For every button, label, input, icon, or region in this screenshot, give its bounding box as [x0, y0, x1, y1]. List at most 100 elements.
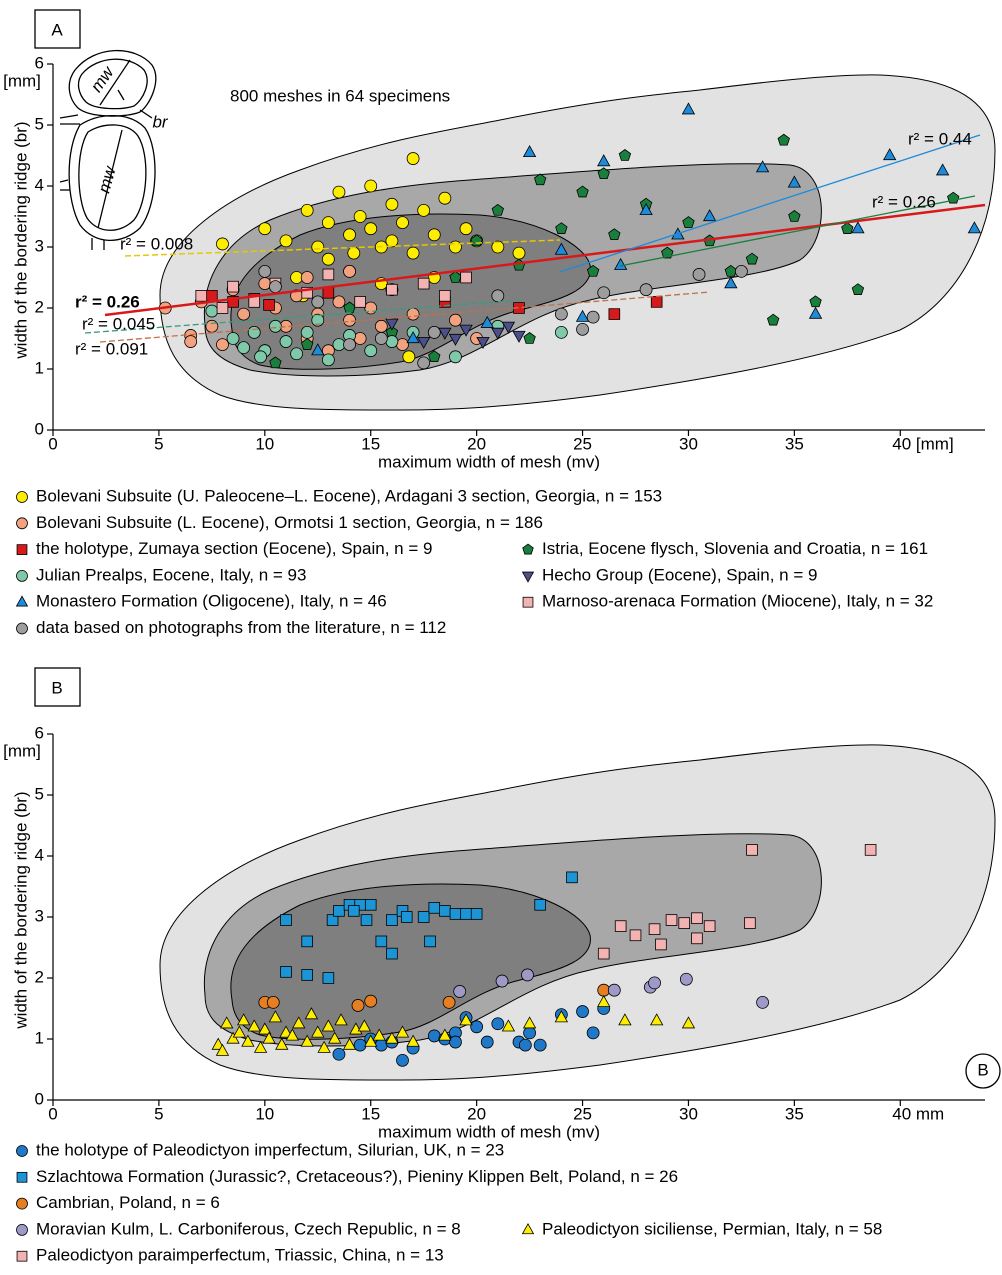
point	[459, 222, 473, 236]
point	[279, 234, 293, 248]
point	[227, 280, 239, 293]
point	[353, 332, 367, 345]
point	[755, 160, 770, 173]
point	[262, 1031, 276, 1044]
y-unit: [mm]	[3, 741, 41, 760]
point	[386, 914, 398, 926]
point	[237, 307, 251, 321]
point	[385, 197, 399, 211]
point	[681, 1016, 696, 1029]
x-tick-label: 25	[573, 1104, 592, 1123]
point	[491, 327, 505, 340]
point	[385, 234, 399, 248]
point	[332, 185, 346, 199]
point	[402, 350, 416, 364]
x-tick-label: 20	[467, 1104, 486, 1123]
y-tick-label: 4	[35, 175, 44, 194]
x-tick-label: 5	[154, 434, 163, 453]
point	[254, 350, 267, 364]
point	[453, 985, 467, 998]
point	[258, 277, 272, 291]
legend-label: the holotype of Paleodictyon imperfectum…	[36, 1140, 504, 1159]
point	[205, 304, 219, 318]
point	[227, 296, 239, 308]
point	[326, 914, 339, 926]
point	[935, 163, 950, 176]
point	[439, 289, 451, 302]
legend-label: the holotype, Zumaya section (Eocene), S…	[36, 539, 432, 558]
point	[321, 216, 335, 230]
point	[386, 947, 398, 960]
point	[364, 222, 378, 236]
point	[406, 152, 420, 165]
point	[460, 908, 472, 920]
legend-label: Moravian Kulm, L. Carboniferous, Czech R…	[36, 1219, 461, 1238]
legend-label: Julian Prealps, Eocene, Italy, n = 93	[36, 565, 306, 584]
point	[614, 920, 627, 932]
panel-label-box	[34, 9, 81, 49]
point	[735, 264, 748, 278]
point	[236, 1013, 251, 1026]
point	[495, 974, 509, 988]
point	[597, 154, 611, 167]
legend-marker	[16, 544, 28, 555]
point	[332, 1047, 346, 1061]
point	[220, 1016, 234, 1029]
point	[206, 289, 218, 302]
point	[449, 271, 462, 283]
y-tick-label: 2	[35, 297, 44, 316]
point	[300, 1034, 314, 1047]
point	[322, 972, 335, 984]
x-tick-label: 40 mm	[892, 1104, 944, 1123]
annotation: r² = 0.091	[75, 339, 148, 358]
legend-label: Hecho Group (Eocene), Spain, n = 9	[542, 565, 817, 584]
legend-marker	[521, 1223, 535, 1235]
point	[512, 330, 526, 343]
legend-label: Bolevani Subsuite (U. Paleocene–L. Eocen…	[36, 486, 662, 505]
legend-marker	[16, 1224, 28, 1236]
point	[417, 336, 431, 349]
point	[317, 1040, 331, 1053]
point	[533, 1038, 547, 1052]
point	[304, 1007, 319, 1020]
legend-label: Istria, Eocene flysch, Slovenia and Croa…	[542, 539, 928, 558]
point	[266, 996, 280, 1009]
point	[292, 1016, 306, 1029]
point	[406, 331, 420, 344]
point	[215, 1043, 230, 1056]
point	[351, 999, 365, 1012]
point	[841, 222, 854, 234]
point	[534, 173, 547, 186]
point	[385, 318, 399, 331]
point	[184, 335, 198, 348]
point	[343, 264, 356, 278]
y-tick-label: 4	[35, 845, 44, 864]
point	[301, 286, 313, 299]
point	[449, 313, 462, 327]
point	[321, 1019, 336, 1032]
point	[417, 277, 430, 290]
point	[417, 356, 431, 370]
point	[439, 905, 451, 917]
point	[301, 338, 314, 350]
point	[258, 1022, 272, 1035]
y-tick-label: 2	[35, 967, 44, 986]
legend-marker	[15, 595, 29, 607]
point	[395, 1025, 410, 1038]
point	[417, 203, 431, 217]
point	[613, 257, 628, 270]
point	[396, 338, 409, 352]
point	[449, 350, 462, 364]
legend-marker	[16, 570, 28, 582]
point	[280, 914, 292, 926]
annotation: br	[152, 112, 168, 131]
point	[554, 242, 569, 255]
legend-label: Cambrian, Poland, n = 6	[36, 1193, 220, 1212]
point	[512, 246, 526, 260]
point	[396, 216, 409, 230]
point	[597, 947, 610, 960]
point	[682, 216, 695, 228]
y-axis-label: width of the bordering ridge (br)	[11, 791, 30, 1029]
point	[480, 1035, 494, 1049]
